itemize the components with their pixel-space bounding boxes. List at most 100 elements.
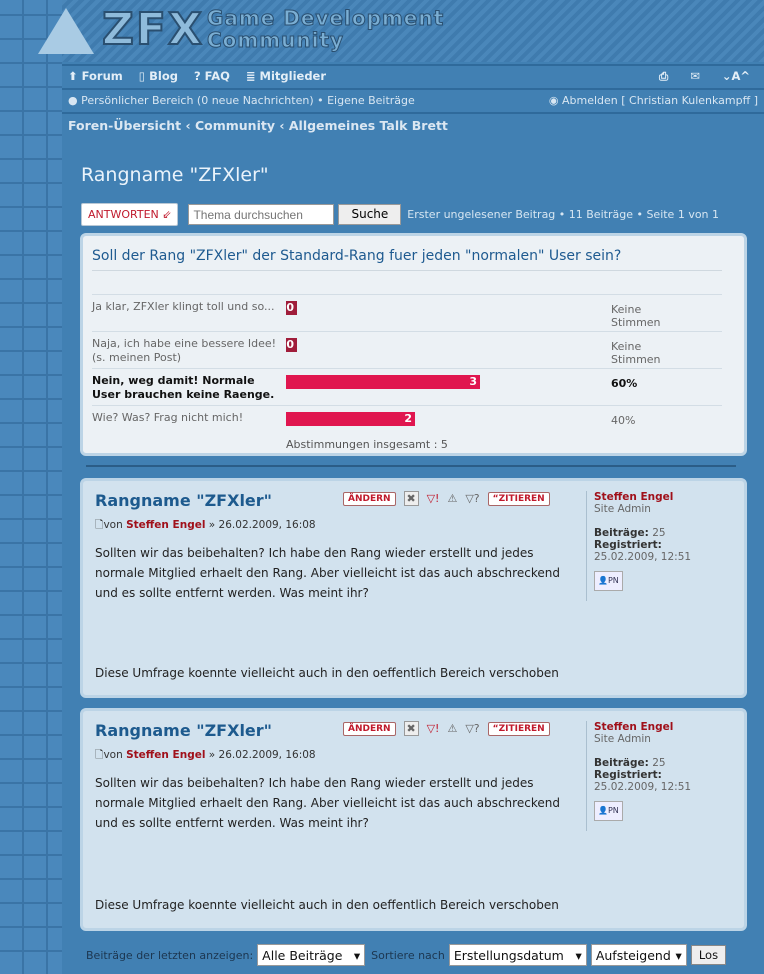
user-bar: ● Persönlicher Bereich (0 neue Nachricht… xyxy=(62,88,764,110)
delete-icon[interactable]: ✖ xyxy=(403,721,419,736)
chevron-down-icon: ▾ xyxy=(575,947,582,963)
post: Rangname "ZFXler" ÄNDERN ✖ ▽! ⚠ ▽? “ZITI… xyxy=(80,478,747,698)
profile-rank: Site Admin xyxy=(594,503,651,515)
sort-select[interactable]: Erstellungsdatum ▾ xyxy=(448,944,587,966)
poll-question: Soll der Rang "ZFXler" der Standard-Rang… xyxy=(92,248,722,271)
show-label: Beiträge der letzten anzeigen: xyxy=(86,948,254,962)
warn-icon[interactable]: ⚠ xyxy=(447,722,458,735)
profile-registered: 25.02.2009, 12:51 xyxy=(594,781,692,793)
profile-posts: 25 xyxy=(652,757,666,769)
nav-faq[interactable]: ? FAQ xyxy=(193,69,230,83)
show-select[interactable]: Alle Beiträge ▾ xyxy=(257,944,366,966)
mail-icon[interactable]: ✉ xyxy=(690,68,700,83)
author-profile: Steffen Engel Site Admin Beiträge: 25 Re… xyxy=(586,721,691,831)
pagination-info: Erster ungelesener Beitrag • 11 Beiträge… xyxy=(407,208,720,221)
pm-button[interactable]: 👤PN xyxy=(594,801,623,821)
nav-members[interactable]: ≣ Mitglieder xyxy=(245,69,327,83)
post-actions: ÄNDERN ✖ ▽! ⚠ ▽? “ZITIEREN xyxy=(343,721,550,736)
poll-option-label: Wie? Was? Frag nicht mich! xyxy=(92,411,244,424)
post-signature: Diese Umfrage koennte vielleicht auch in… xyxy=(95,898,559,912)
poll-percent: 40% xyxy=(611,414,636,427)
breadcrumb-item[interactable]: Allgemeines Talk Brett xyxy=(288,117,448,133)
post-author-link[interactable]: Steffen Engel xyxy=(126,519,206,531)
profile-author[interactable]: Steffen Engel xyxy=(594,721,674,733)
page-title[interactable]: Rangname "ZFXler" xyxy=(81,164,269,186)
report-icon[interactable]: ▽! xyxy=(426,492,440,505)
post-meta: 🗋von Steffen Engel » 26.02.2009, 16:08 xyxy=(95,519,316,531)
logout-link[interactable]: ◉ Abmelden [ Christian Kulenkampff ] xyxy=(548,93,758,107)
breadcrumb-item[interactable]: Foren-Übersicht xyxy=(68,117,182,133)
background-pattern xyxy=(0,0,62,974)
logo-triangle-icon xyxy=(38,8,94,54)
poll-option-label: Naja, ich habe eine bessere Idee! (s. me… xyxy=(92,337,277,364)
post-icon: 🗋 xyxy=(95,519,104,531)
profile-posts: 25 xyxy=(652,527,666,539)
post-actions: ÄNDERN ✖ ▽! ⚠ ▽? “ZITIEREN xyxy=(343,491,550,506)
edit-button[interactable]: ÄNDERN xyxy=(343,491,396,506)
delete-icon[interactable]: ✖ xyxy=(403,491,419,506)
profile-rank: Site Admin xyxy=(594,733,651,745)
profile-author[interactable]: Steffen Engel xyxy=(594,491,674,503)
font-size-toggle[interactable]: ⌄A^ xyxy=(721,68,750,83)
poll-bar: 2 xyxy=(286,412,415,426)
topic-toolbar: ANTWORTEN ⇙ Suche Erster ungelesener Bei… xyxy=(81,203,741,226)
post-body: Sollten wir das beibehalten? Ich habe de… xyxy=(95,546,560,600)
poll-option: Ja klar, ZFXler klingt toll und so... 0 … xyxy=(92,294,722,331)
warn-icon[interactable]: ⚠ xyxy=(447,492,458,505)
info-icon[interactable]: ▽? xyxy=(465,492,480,505)
report-icon[interactable]: ▽! xyxy=(426,722,440,735)
pm-button[interactable]: 👤PN xyxy=(594,571,623,591)
info-icon[interactable]: ▽? xyxy=(465,722,480,735)
post-body: Sollten wir das beibehalten? Ich habe de… xyxy=(95,776,560,830)
poll-option: Wie? Was? Frag nicht mich! 2 40% xyxy=(92,405,722,442)
poll-bar: 0 xyxy=(286,338,297,352)
sort-label: Sortiere nach xyxy=(371,948,445,962)
nav-blog[interactable]: ▯ Blog xyxy=(138,69,178,83)
post-meta: 🗋von Steffen Engel » 26.02.2009, 16:08 xyxy=(95,749,316,761)
edit-button[interactable]: ÄNDERN xyxy=(343,721,396,736)
personal-area-link[interactable]: ● Persönlicher Bereich (0 neue Nachricht… xyxy=(68,93,314,107)
order-select[interactable]: Aufsteigend ▾ xyxy=(590,944,687,966)
poll-option: Naja, ich habe eine bessere Idee! (s. me… xyxy=(92,331,722,368)
search-input[interactable] xyxy=(188,204,335,225)
site-header: ZFX Game Development Community xyxy=(38,0,764,62)
post-title[interactable]: Rangname "ZFXler" xyxy=(95,721,273,740)
profile-registered: 25.02.2009, 12:51 xyxy=(594,551,692,563)
post-date: » 26.02.2009, 16:08 xyxy=(208,749,316,761)
own-posts-link[interactable]: Eigene Beiträge xyxy=(327,93,415,107)
poll-percent: 60% xyxy=(611,377,638,390)
logo[interactable]: ZFX xyxy=(101,3,204,56)
print-icon[interactable]: ⎙ xyxy=(658,68,669,83)
chevron-down-icon: ▾ xyxy=(353,947,361,963)
poll-percent: Keine Stimmen xyxy=(611,303,661,329)
poll-bar: 3 xyxy=(286,375,480,389)
logo-line1: Game Development xyxy=(206,6,445,31)
main-nav: ⬆ Forum ▯ Blog ? FAQ ≣ Mitglieder ⎙ ✉ ⌄A… xyxy=(62,64,764,86)
breadcrumb: Foren-Übersicht ‹ Community ‹ Allgemeine… xyxy=(62,112,764,136)
post: Rangname "ZFXler" ÄNDERN ✖ ▽! ⚠ ▽? “ZITI… xyxy=(80,708,747,931)
post-date: » 26.02.2009, 16:08 xyxy=(208,519,316,531)
reply-button[interactable]: ANTWORTEN ⇙ xyxy=(81,203,179,226)
post-author-link[interactable]: Steffen Engel xyxy=(126,749,206,761)
chevron-down-icon: ▾ xyxy=(675,947,682,963)
quote-button[interactable]: “ZITIEREN xyxy=(487,721,550,736)
post-title[interactable]: Rangname "ZFXler" xyxy=(95,491,273,510)
poll-total: Abstimmungen insgesamt : 5 xyxy=(286,438,448,451)
divider xyxy=(86,465,736,467)
poll-percent: Keine Stimmen xyxy=(611,340,661,366)
poll-bar: 0 xyxy=(286,301,297,315)
post-icon: 🗋 xyxy=(95,749,104,761)
quote-button[interactable]: “ZITIEREN xyxy=(487,491,550,506)
nav-forum[interactable]: ⬆ Forum xyxy=(68,69,123,83)
logo-line2: Community xyxy=(206,28,345,53)
poll-option: Nein, weg damit! Normale User brauchen k… xyxy=(92,368,722,405)
post-signature: Diese Umfrage koennte vielleicht auch in… xyxy=(95,666,559,680)
display-options: Beiträge der letzten anzeigen: Alle Beit… xyxy=(86,944,727,966)
go-button[interactable]: Los xyxy=(690,945,727,965)
poll-option-label: Ja klar, ZFXler klingt toll und so... xyxy=(92,300,275,313)
author-profile: Steffen Engel Site Admin Beiträge: 25 Re… xyxy=(586,491,691,601)
poll-option-label: Nein, weg damit! Normale User brauchen k… xyxy=(92,374,275,401)
breadcrumb-item[interactable]: Community xyxy=(194,117,275,133)
poll-panel: Soll der Rang "ZFXler" der Standard-Rang… xyxy=(80,233,747,456)
search-button[interactable]: Suche xyxy=(338,204,402,225)
